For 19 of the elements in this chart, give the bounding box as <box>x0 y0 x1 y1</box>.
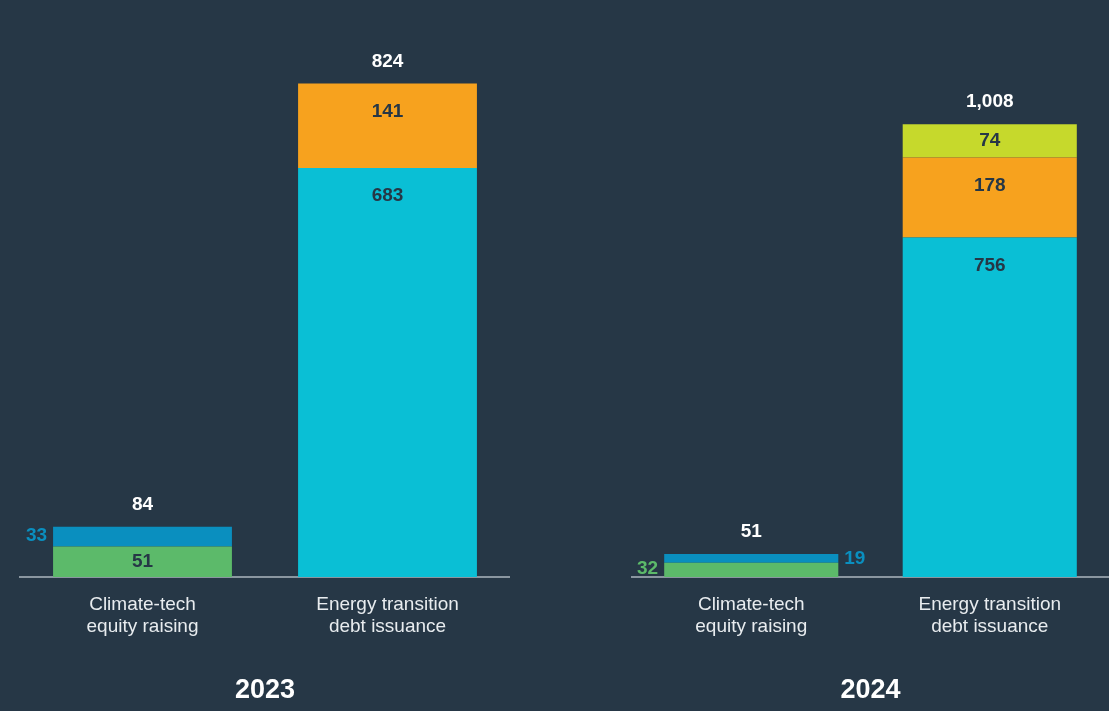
total-label: 51 <box>740 520 763 542</box>
data-label: 74 <box>979 129 1001 151</box>
data-label: 141 <box>371 99 404 121</box>
x-tick-label: Climate-tech equity raising <box>86 592 199 637</box>
x-tick-label: Energy transition debt issuance <box>918 592 1062 637</box>
x-tick-label: Energy transition debt issuance <box>316 592 459 637</box>
data-label: 51 <box>131 549 154 571</box>
text: 2023 <box>234 674 296 705</box>
data-label: 683 <box>371 184 404 206</box>
x-tick-label: Climate-tech equity raising <box>695 592 808 637</box>
data-label: 178 <box>973 173 1006 195</box>
data-label: 756 <box>973 253 1006 275</box>
data-label: 32 <box>637 557 659 579</box>
text: 2024 <box>840 674 901 705</box>
total-label: 824 <box>371 49 404 71</box>
data-label: 19 <box>844 546 866 568</box>
total-label: 84 <box>131 492 154 514</box>
total-label: 1,008 <box>965 90 1014 112</box>
data-label: 33 <box>25 523 48 545</box>
